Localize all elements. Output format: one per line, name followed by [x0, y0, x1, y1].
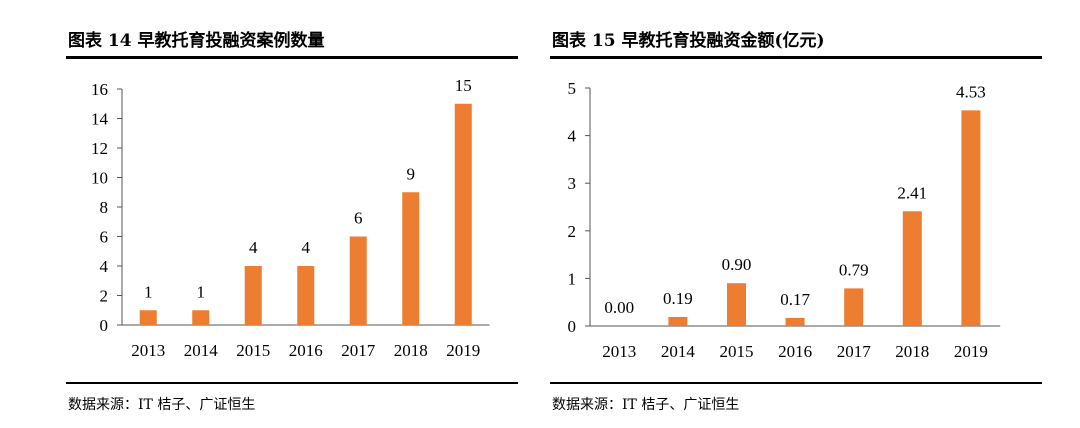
chart-panel-amount: 图表 15 早教托育投融资金额(亿元) 0 1 2 3 4 5 2013 0.00 2014 0.…	[522, 0, 1042, 428]
data-label-2015: 0.90	[722, 255, 752, 274]
x-tick-label: 2013	[602, 342, 636, 361]
bar-chart-amount: 0 1 2 3 4 5 2013 0.00 2014 0.19 2015 0.90 2016 0.17 20…	[568, 79, 1001, 361]
data-label-2016: 0.17	[780, 290, 810, 309]
y-tick-label: 3	[568, 174, 577, 193]
title-rule	[550, 56, 1042, 59]
x-tick-label: 2016	[778, 342, 812, 361]
y-tick-label: 2	[100, 287, 109, 306]
y-tick-label: 6	[100, 228, 109, 247]
data-label-2014: 1	[197, 282, 206, 301]
bar-2017	[349, 236, 367, 325]
y-tick-label: 10	[91, 169, 108, 188]
source-note: 数据来源：IT 桔子、广证恒生	[552, 397, 740, 413]
data-label-2017: 6	[354, 209, 363, 228]
y-tick-label: 5	[568, 79, 577, 98]
y-tick-label: 0	[100, 316, 109, 335]
data-label-2014: 0.19	[663, 289, 693, 308]
x-tick-label: 2015	[720, 342, 754, 361]
x-tick-label: 2014	[661, 342, 696, 361]
bar-2016	[785, 317, 805, 326]
y-tick-label: 12	[91, 139, 108, 158]
data-label-2018: 2.41	[897, 183, 927, 202]
x-tick-label: 2016	[289, 341, 323, 360]
y-tick-label: 0	[568, 317, 577, 336]
source-rule	[66, 382, 518, 384]
bar-2014	[192, 310, 210, 325]
data-label-2013: 0.00	[604, 298, 634, 317]
bar-2019	[454, 103, 472, 325]
bar-2013	[139, 310, 157, 325]
chart-title: 图表 15 早教托育投融资金额(亿元)	[552, 31, 825, 51]
y-tick-label: 4	[100, 257, 109, 276]
y-tick-label: 8	[100, 198, 109, 217]
data-label-2017: 0.79	[839, 260, 869, 279]
bar-2014	[668, 316, 688, 326]
chart-panel-cases: 图表 14 早教托育投融资案例数量 0 2 4 6 8 10 12 14 16 2013 1 2014…	[38, 0, 558, 428]
bar-2018	[402, 192, 420, 325]
x-tick-label: 2013	[131, 341, 165, 360]
source-rule	[550, 382, 1042, 384]
y-tick-label: 14	[91, 110, 109, 129]
x-tick-label: 2019	[446, 341, 480, 360]
x-tick-label: 2017	[837, 342, 872, 361]
bar-2019	[961, 110, 981, 326]
y-tick-label: 4	[568, 127, 577, 146]
data-label-2013: 1	[144, 282, 153, 301]
x-tick-label: 2019	[954, 342, 988, 361]
bar-2015	[244, 266, 262, 325]
y-tick-label: 2	[568, 222, 577, 241]
data-label-2016: 4	[302, 238, 311, 257]
y-tick-label: 1	[568, 269, 577, 288]
x-tick-label: 2018	[394, 341, 428, 360]
data-label-2019: 4.53	[956, 82, 986, 101]
y-tick-label: 16	[91, 80, 108, 99]
bar-chart-cases: 0 2 4 6 8 10 12 14 16 2013 1 2014 1 2015 4 2016 4 2017 6 20…	[91, 76, 490, 360]
bar-2018	[902, 211, 922, 326]
x-tick-label: 2015	[236, 341, 270, 360]
title-rule	[66, 56, 518, 59]
x-tick-label: 2014	[184, 341, 219, 360]
chart-title: 图表 14 早教托育投融资案例数量	[68, 31, 325, 51]
x-tick-label: 2017	[341, 341, 376, 360]
data-label-2019: 15	[455, 76, 472, 95]
data-label-2018: 9	[407, 164, 416, 183]
source-note: 数据来源：IT 桔子、广证恒生	[68, 397, 256, 413]
bar-2016	[297, 266, 315, 325]
data-label-2015: 4	[249, 238, 258, 257]
bar-2017	[844, 288, 864, 326]
bar-2015	[727, 283, 746, 326]
x-tick-label: 2018	[895, 342, 929, 361]
